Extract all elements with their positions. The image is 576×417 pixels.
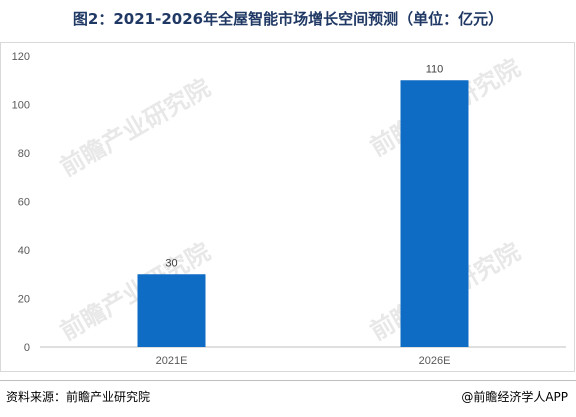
y-tick-label: 120: [12, 51, 30, 63]
bar: [137, 274, 206, 347]
bar: [400, 80, 469, 347]
y-tick-label: 0: [24, 342, 30, 354]
source-note: 资料来源：前瞻产业研究院: [6, 390, 151, 404]
data-label: 110: [426, 63, 444, 75]
brand-credit: @前瞻经济学人APP: [461, 390, 568, 404]
data-label: 30: [165, 257, 177, 269]
plot-frame: [0, 42, 575, 372]
y-tick-label: 80: [18, 148, 30, 160]
chart-title: 图2：2021-2026年全屋智能市场增长空间预测（单位：亿元）: [72, 10, 504, 28]
y-tick-label: 60: [18, 197, 30, 209]
bar-chart: 0 20 40 60 80 100 120 30 2021E 110 2026E: [12, 51, 566, 367]
y-tick-label: 100: [12, 100, 30, 112]
y-tick-label: 20: [18, 294, 30, 306]
footer-divider: [0, 380, 576, 381]
y-tick-label: 40: [18, 245, 30, 257]
x-tick-label: 2021E: [156, 355, 188, 367]
x-tick-label: 2026E: [419, 355, 451, 367]
